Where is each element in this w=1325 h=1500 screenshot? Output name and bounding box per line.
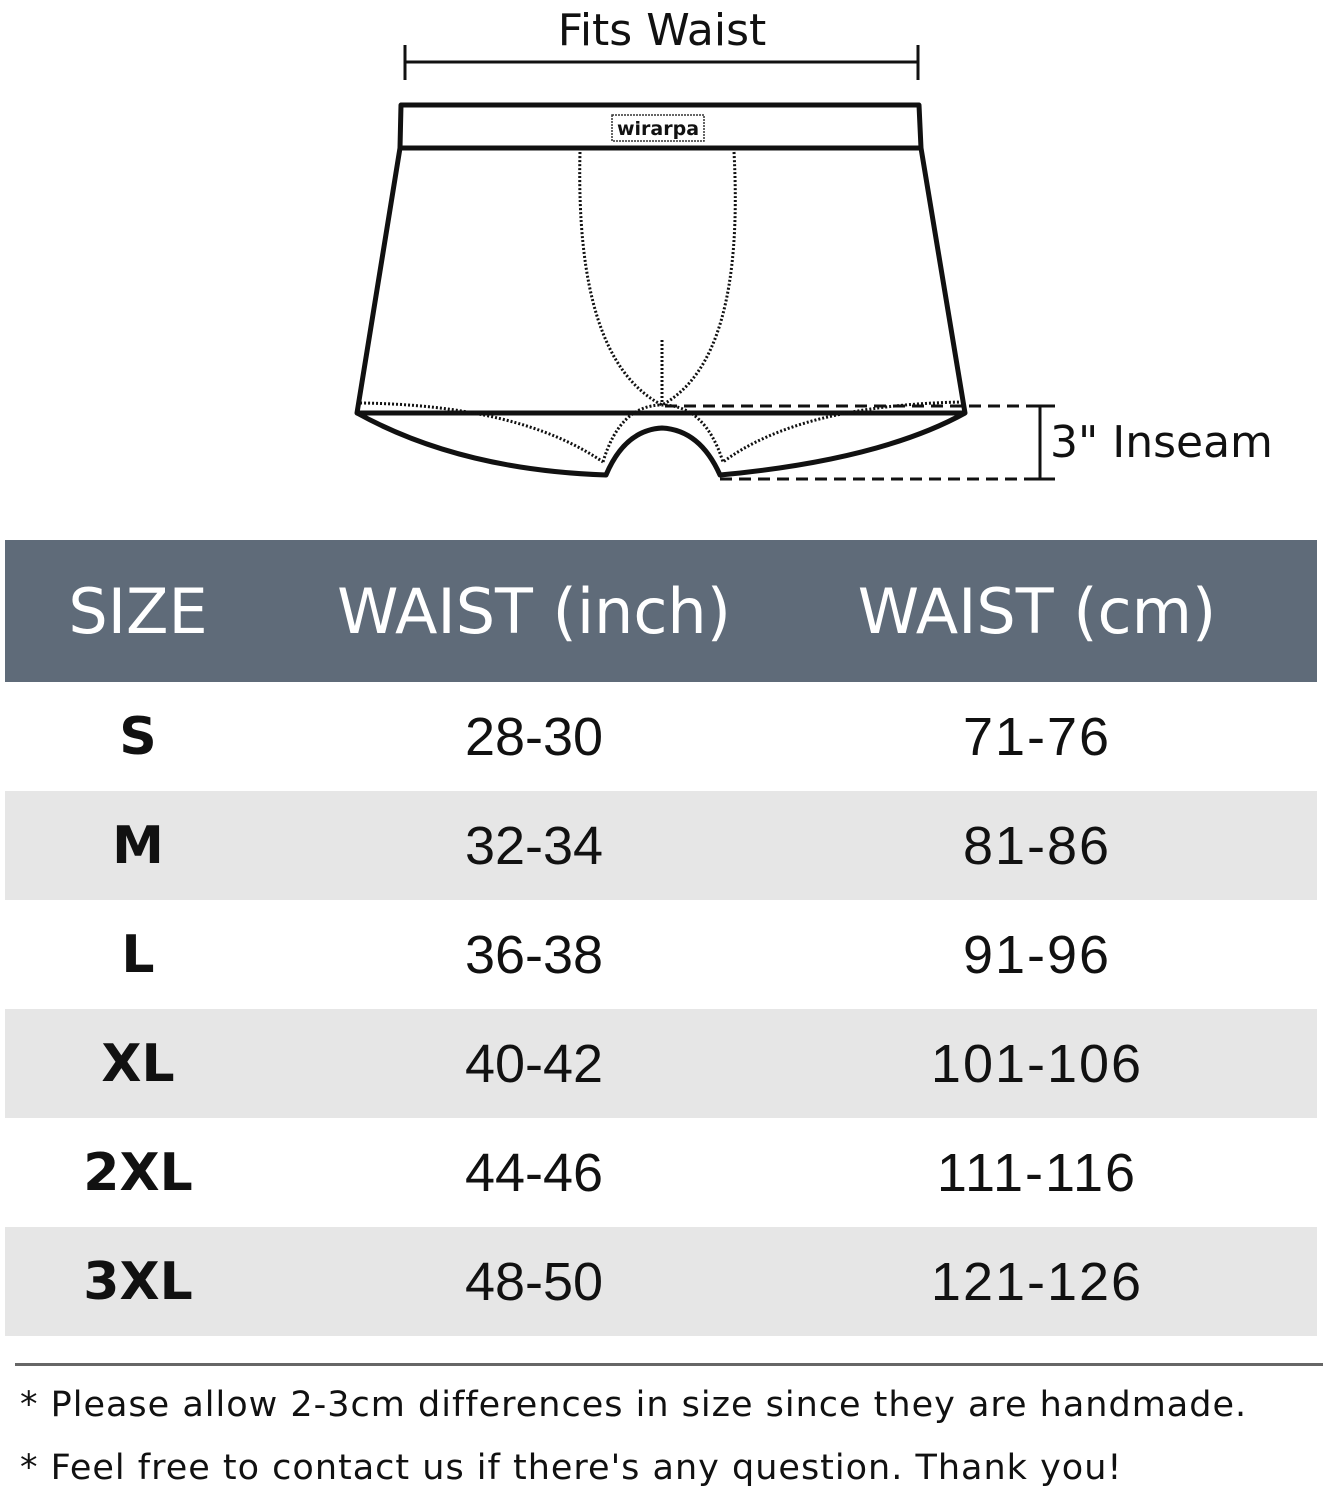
table-row: XL 40-42 101-106 [5,1009,1317,1118]
inseam-measure [665,404,1055,481]
waist-inch-cell: 44-46 [464,1142,604,1203]
waist-label: Fits Waist [558,5,767,56]
header-size: SIZE [68,574,208,648]
table-row: S 28-30 71-76 [5,682,1317,791]
waist-cm-cell: 91-96 [962,924,1112,985]
size-cell: 3XL [83,1251,193,1312]
stitch-lines [359,151,964,464]
waist-cm-cell: 121-126 [930,1251,1144,1312]
size-cell: M [112,815,164,876]
size-cell: L [121,924,155,985]
inseam-label: 3" Inseam [1050,417,1273,468]
note-contact: * Feel free to contact us if there's any… [20,1448,1123,1488]
waist-inch-cell: 32-34 [464,815,604,876]
waist-inch-cell: 48-50 [464,1251,604,1312]
size-cell: S [119,706,157,767]
waist-cm-cell: 101-106 [930,1033,1144,1094]
header-waist-inch: WAIST (inch) [337,574,731,648]
size-cell: XL [101,1033,175,1094]
waist-cm-cell: 71-76 [962,706,1112,767]
table-row: 2XL 44-46 111-116 [5,1118,1317,1227]
header-waist-cm: WAIST (cm) [857,574,1217,648]
table-row: 3XL 48-50 121-126 [5,1227,1317,1336]
size-table: SIZE WAIST (inch) WAIST (cm) S 28-30 71-… [5,540,1317,1336]
waist-inch-cell: 28-30 [464,706,604,767]
waist-inch-cell: 40-42 [464,1033,604,1094]
table-row: L 36-38 91-96 [5,900,1317,1009]
waist-inch-cell: 36-38 [464,924,604,985]
boxer-outline [354,102,968,478]
table-header: SIZE WAIST (inch) WAIST (cm) [5,540,1317,682]
waist-cm-cell: 111-116 [936,1142,1138,1203]
table-row: M 32-34 81-86 [5,791,1317,900]
size-cell: 2XL [83,1142,193,1203]
brand-tag [611,114,705,142]
waist-cm-cell: 81-86 [962,815,1112,876]
note-size-difference: * Please allow 2-3cm differences in size… [20,1385,1248,1425]
underwear-diagram: Fits Waist wirarpa 3" Inseam [354,5,1273,481]
divider [15,1363,1323,1366]
waist-measure-arrow [403,45,920,80]
brand-tag-text: wirarpa [617,118,699,140]
